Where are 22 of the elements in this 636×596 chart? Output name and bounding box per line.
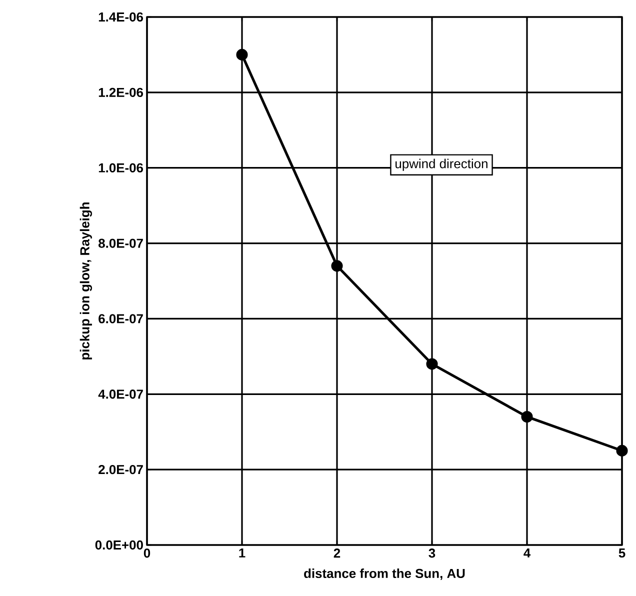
y-tick-label: 1.2E-06 (98, 88, 144, 98)
point (616, 444, 628, 456)
point (331, 260, 343, 272)
y-axis-title: pickup ion glow, Rayleigh (80, 202, 92, 360)
y-tick-label: 8.0E-07 (98, 238, 143, 248)
x-tick-label: 0 (144, 548, 150, 558)
y-tick-label: 1.0E-06 (98, 163, 144, 172)
x-tick-label: 5 (618, 548, 626, 558)
x-tick-label: 4 (524, 548, 531, 558)
y-tick-label: 2.0E-07 (98, 464, 143, 474)
point (521, 410, 533, 423)
x-tick-label: 2 (334, 548, 340, 558)
y-tick-label: 4.0E-07 (98, 390, 143, 399)
x-axis-title: distance from the Sun, AU (304, 568, 465, 580)
y-tick-label: 0.0E+00 (95, 540, 143, 550)
y-tick-label: 6.0E-07 (98, 314, 143, 324)
x-tick-label: 1 (239, 548, 246, 558)
x-tick-label: 3 (428, 548, 436, 558)
y-tick-label: 1.4E-06 (98, 12, 144, 22)
point (426, 358, 438, 370)
point (236, 48, 248, 60)
annotation: upwind direction (396, 158, 488, 171)
